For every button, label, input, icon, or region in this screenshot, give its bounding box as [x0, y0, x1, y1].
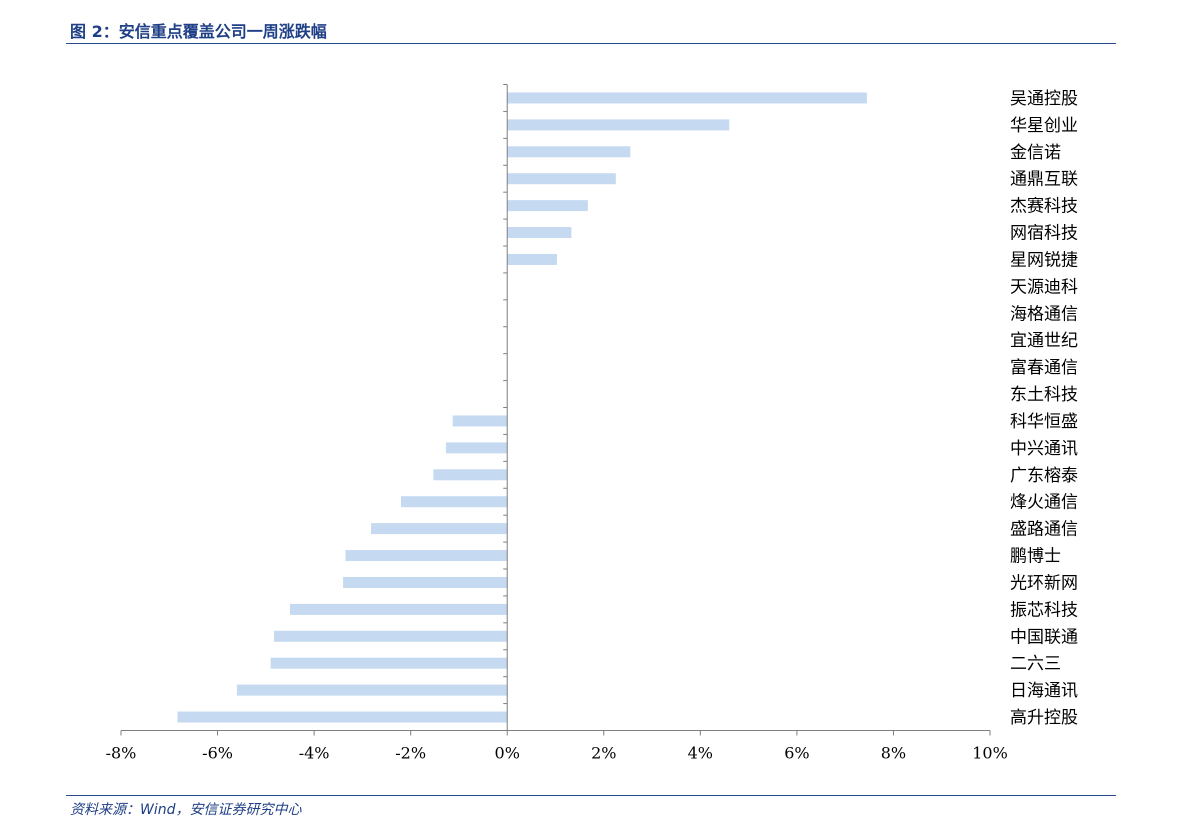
x-tick-label: 2%: [591, 744, 616, 763]
category-label: 金信诺: [1010, 143, 1061, 163]
bar-6: [507, 253, 557, 265]
category-label: 光环新网: [1010, 573, 1078, 593]
bars-group: [177, 92, 867, 723]
bar-12: [452, 415, 508, 427]
category-label: 通鼎互联: [1010, 170, 1078, 190]
category-label: 科华恒盛: [1010, 412, 1078, 432]
bar-4: [507, 200, 588, 212]
top-divider: [66, 43, 1116, 44]
bar-2: [507, 146, 631, 158]
category-label: 海格通信: [1010, 304, 1078, 324]
category-label: 振芯科技: [1010, 600, 1078, 620]
bar-19: [289, 603, 508, 615]
category-label: 天源迪科: [1010, 277, 1078, 297]
bar-18: [343, 576, 508, 588]
x-tick-label: -2%: [395, 744, 426, 763]
bar-14: [433, 469, 508, 481]
category-label: 华星创业: [1010, 116, 1078, 136]
category-label: 东土科技: [1010, 385, 1078, 405]
category-label: 富春通信: [1010, 358, 1078, 378]
bar-22: [236, 684, 508, 696]
x-tick-label: 8%: [881, 744, 906, 763]
x-tick-labels: -8% -6% -4% -2% 0% 2% 4% 6% 8% 10%: [106, 744, 1008, 763]
category-labels: 吴通控股华星创业金信诺通鼎互联杰赛科技网宿科技星网锐捷天源迪科海格通信宜通世纪富…: [1010, 89, 1078, 728]
category-label: 星网锐捷: [1010, 250, 1078, 270]
source-note: 资料来源：Wind，安信证券研究中心: [70, 802, 302, 818]
x-tick-label: 4%: [688, 744, 713, 763]
bar-17: [345, 550, 508, 562]
figure-title: 图 2：安信重点覆盖公司一周涨跌幅: [70, 22, 327, 41]
bar-16: [371, 523, 508, 535]
bar-1: [507, 119, 730, 131]
bar-0: [507, 92, 867, 104]
category-label: 网宿科技: [1010, 224, 1078, 244]
bar-13: [445, 442, 508, 454]
category-label: 日海通讯: [1010, 681, 1078, 701]
x-tick-label: 6%: [784, 744, 809, 763]
bottom-divider: [66, 795, 1116, 796]
x-tick-label: 0%: [495, 744, 520, 763]
x-tick-label: -4%: [299, 744, 330, 763]
category-label: 烽火通信: [1010, 493, 1078, 513]
bar-20: [274, 630, 508, 642]
category-label: 广东榕泰: [1010, 466, 1078, 486]
category-label: 高升控股: [1010, 708, 1078, 728]
x-tick-label: -8%: [106, 744, 137, 763]
category-label: 吴通控股: [1010, 89, 1078, 109]
x-tick-label: 10%: [972, 744, 1008, 763]
category-label: 宜通世纪: [1010, 331, 1078, 351]
category-label: 鹏博士: [1010, 547, 1061, 567]
category-label: 盛路通信: [1010, 520, 1078, 540]
x-tick-label: -6%: [202, 744, 233, 763]
axes-group: [120, 84, 991, 736]
category-label: 中兴通讯: [1010, 439, 1078, 459]
category-label: 中国联通: [1010, 627, 1078, 647]
bar-3: [507, 173, 616, 185]
bar-15: [401, 496, 508, 508]
category-label: 二六三: [1010, 654, 1061, 674]
bar-23: [177, 711, 508, 723]
bar-21: [270, 657, 508, 669]
bar-5: [507, 227, 572, 239]
category-label: 杰赛科技: [1010, 196, 1078, 217]
